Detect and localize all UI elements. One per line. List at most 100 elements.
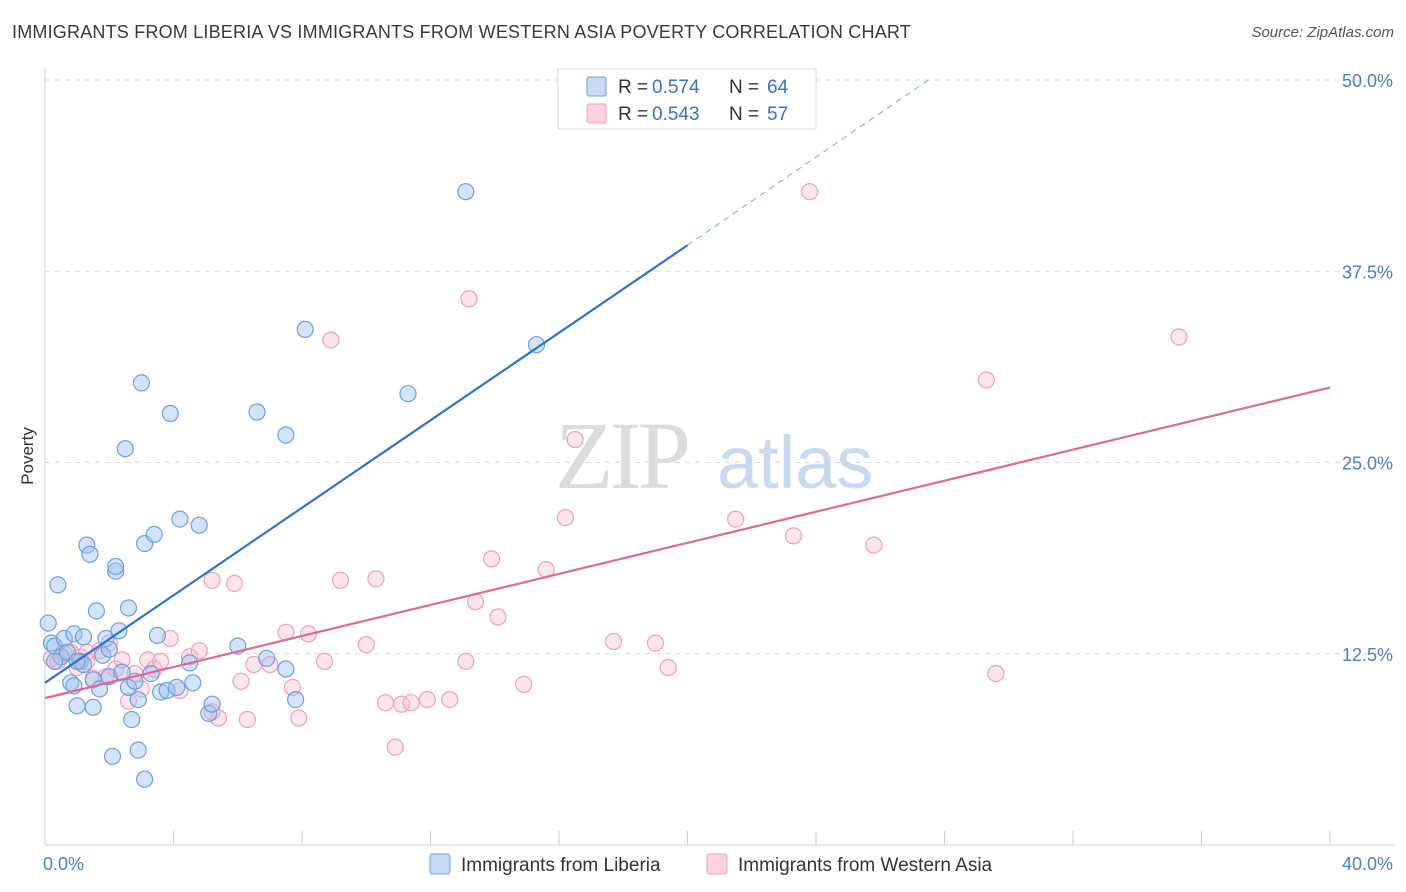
point-western-asia (171, 681, 189, 700)
point-liberia (49, 576, 67, 594)
point-liberia (203, 695, 221, 713)
legend-n-label-2: N = (729, 104, 759, 125)
point-liberia (190, 516, 208, 534)
point-western-asia (238, 710, 256, 729)
trend-layer (44, 79, 1331, 700)
point-liberia (296, 320, 314, 338)
point-western-asia (646, 634, 665, 652)
legend-r-label-1: R = (618, 77, 648, 98)
chart-title: IMMIGRANTS FROM LIBERIA VS IMMIGRANTS FR… (12, 22, 911, 42)
legend-swatch-liberia (586, 76, 607, 97)
point-liberia (119, 599, 138, 617)
watermark: ZIP atlas (555, 402, 873, 509)
x-tick-label-min: 0.0% (43, 854, 84, 874)
legend-n-value-1: 64 (767, 77, 789, 98)
point-western-asia (987, 664, 1005, 683)
point-liberia (87, 602, 106, 620)
point-western-asia (515, 675, 533, 694)
point-western-asia (482, 550, 501, 568)
y-tick-label: 25.0% (1342, 454, 1393, 474)
y-axis-label: Poverty (18, 427, 37, 485)
grid-layer (45, 79, 1395, 655)
point-western-asia (225, 574, 244, 593)
point-western-asia (457, 652, 475, 671)
point-western-asia (190, 642, 208, 660)
point-liberia (277, 660, 295, 678)
point-liberia (258, 649, 276, 667)
point-western-asia (604, 632, 623, 651)
point-western-asia (865, 536, 883, 554)
point-liberia (123, 710, 141, 729)
point-liberia (136, 770, 154, 788)
point-liberia (107, 562, 125, 580)
point-liberia (129, 741, 147, 759)
point-western-asia (977, 371, 995, 389)
trend-line-liberia-extension (687, 79, 929, 246)
x-tick-label-max: 40.0% (1342, 854, 1393, 874)
point-western-asia (367, 570, 385, 588)
point-liberia (116, 440, 134, 458)
legend-n-value-2: 57 (767, 104, 788, 125)
y-tick-label: 12.5% (1342, 645, 1393, 665)
point-western-asia (418, 690, 436, 709)
point-liberia (68, 697, 86, 715)
point-liberia (145, 525, 163, 544)
point-liberia (527, 336, 546, 354)
point-western-asia (386, 738, 404, 756)
point-western-asia (441, 690, 459, 709)
point-western-asia (209, 709, 228, 727)
bottom-legend: Immigrants from Liberia Immigrants from … (429, 853, 993, 876)
point-western-asia (659, 658, 677, 677)
point-liberia (100, 640, 118, 658)
point-western-asia (376, 694, 395, 712)
point-liberia (184, 674, 202, 692)
point-liberia (152, 683, 170, 701)
point-western-asia (784, 527, 803, 545)
trend-line-western-asia (44, 386, 1331, 700)
point-western-asia (402, 694, 420, 712)
watermark-zip: ZIP (555, 402, 688, 509)
point-liberia (74, 628, 93, 646)
point-liberia (45, 652, 64, 671)
point-liberia (107, 557, 125, 576)
point-western-asia (290, 709, 308, 727)
point-liberia (84, 671, 102, 689)
point-western-asia (566, 430, 584, 449)
point-liberia (84, 698, 102, 716)
point-liberia (287, 690, 305, 709)
point-western-asia (181, 648, 199, 666)
point-liberia (132, 374, 150, 392)
point-liberia (39, 614, 57, 632)
axis-layer: 12.5% 25.0% 37.5% 50.0% 0.0% 40.0% (43, 68, 1395, 874)
point-western-asia (556, 508, 575, 527)
bottom-legend-swatch-liberia (429, 853, 451, 875)
point-liberia (103, 747, 122, 765)
legend-r-value-1: 0.574 (652, 77, 700, 98)
point-liberia (399, 385, 417, 403)
bottom-legend-swatch-western-asia (706, 853, 728, 875)
point-western-asia (315, 652, 334, 671)
point-liberia (55, 629, 73, 648)
y-tick-label: 50.0% (1342, 71, 1393, 91)
legend-n-label-1: N = (729, 77, 759, 98)
point-liberia (161, 404, 179, 423)
legend-swatch-western-asia (586, 103, 607, 124)
point-liberia (277, 426, 295, 444)
legend-r-label-2: R = (618, 104, 648, 125)
watermark-atlas: atlas (717, 421, 873, 504)
point-liberia (42, 634, 61, 652)
point-western-asia (489, 608, 507, 626)
point-western-asia (357, 635, 375, 654)
y-tick-label: 37.5% (1342, 262, 1393, 282)
point-liberia (457, 183, 475, 201)
point-western-asia (1170, 328, 1188, 346)
point-western-asia (203, 571, 221, 589)
point-liberia (119, 678, 138, 697)
point-liberia (171, 510, 189, 528)
point-western-asia (322, 331, 340, 349)
point-liberia (65, 625, 83, 643)
point-western-asia (161, 629, 179, 648)
legend-r-value-2: 0.543 (652, 104, 700, 125)
point-liberia (200, 704, 218, 723)
